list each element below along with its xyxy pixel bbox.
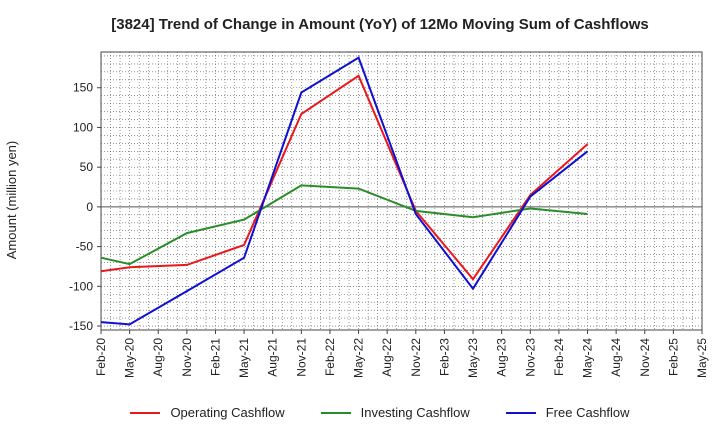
x-tick-label: Feb-25 (666, 338, 680, 376)
y-tick-label: -50 (76, 240, 94, 254)
series-line-1 (100, 184, 588, 266)
x-tick-label: Aug-23 (495, 338, 509, 377)
y-tick-label: -150 (69, 319, 93, 333)
series-line-0 (100, 74, 589, 281)
x-tick-label: Feb-24 (552, 338, 566, 376)
x-tick-label: Feb-20 (94, 338, 108, 376)
x-tick-label: May-21 (237, 338, 251, 378)
series-line-2 (100, 56, 589, 326)
y-tick-label: 150 (73, 81, 93, 95)
y-tick-label: 50 (80, 160, 94, 174)
x-tick-label: May-22 (352, 338, 366, 378)
legend-swatch-free (505, 411, 536, 414)
x-tick-label: Aug-22 (380, 338, 394, 377)
legend-swatch-operating (130, 411, 161, 414)
x-tick-label: Feb-23 (437, 338, 451, 376)
x-tick-label: May-24 (581, 338, 595, 378)
x-tick-label: May-25 (695, 338, 709, 378)
y-tick-label: -100 (69, 279, 93, 293)
y-tick-label: 100 (73, 120, 93, 134)
legend-item-operating: Operating Cashflow (130, 405, 285, 420)
legend-label-operating: Operating Cashflow (170, 405, 285, 420)
x-tick-label: Aug-24 (609, 338, 623, 377)
x-tick-label: Nov-21 (294, 338, 308, 377)
legend: Operating Cashflow Investing Cashflow Fr… (0, 405, 720, 420)
x-tick-label: Nov-22 (409, 338, 423, 377)
x-tick-label: Feb-22 (323, 338, 337, 376)
x-tick-label: Feb-21 (208, 338, 222, 376)
x-tick-label: Aug-21 (266, 338, 280, 377)
x-tick-label: Nov-20 (180, 338, 194, 377)
x-tick-label: May-23 (466, 338, 480, 378)
legend-label-investing: Investing Cashflow (360, 405, 470, 420)
legend-swatch-investing (320, 411, 351, 414)
chart-title: [3824] Trend of Change in Amount (YoY) o… (111, 16, 649, 33)
x-tick-label: Nov-23 (523, 338, 537, 377)
y-tick-label: 0 (86, 200, 93, 214)
x-tick-label: May-20 (123, 338, 137, 378)
legend-label-free: Free Cashflow (545, 405, 630, 420)
x-tick-label: Aug-20 (151, 338, 165, 377)
x-tick-label: Nov-24 (638, 338, 652, 377)
legend-item-investing: Investing Cashflow (320, 405, 470, 420)
legend-item-free: Free Cashflow (505, 405, 630, 420)
